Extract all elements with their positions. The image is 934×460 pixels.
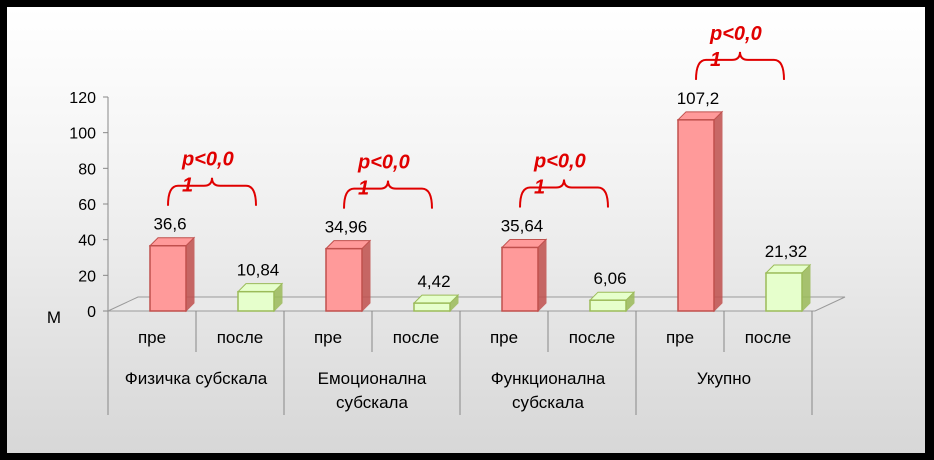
bar-front [501, 246, 539, 312]
bar-top [676, 111, 724, 121]
category-group-label: Функционална [491, 369, 606, 388]
bar-front [589, 299, 627, 312]
significance-label-continued: 1 [710, 49, 721, 71]
bar-top [236, 283, 284, 293]
significance-label: p<0,0 [533, 150, 586, 172]
category-sub-label: после [217, 328, 264, 347]
bar-top [588, 291, 636, 301]
y-tick-label: 0 [87, 304, 96, 321]
data-label: 10,84 [237, 261, 280, 280]
chart-frame: 0 20 40 60 80 100 120 M 36,6 пре 10,84 после Физичка… [7, 7, 925, 453]
bar-chart: 0 20 40 60 80 100 120 M 36,6 пре 10,84 после Физичка… [47, 23, 846, 415]
category-sub-label: пре [314, 328, 342, 347]
y-tick-label: 40 [78, 233, 96, 250]
data-label: 6,06 [593, 269, 626, 288]
chart-floor [107, 296, 846, 312]
significance-label: p<0,0 [181, 149, 234, 171]
bar-post [588, 290, 636, 313]
category-group-label: Укупно [697, 369, 751, 388]
bar-pre [500, 238, 548, 313]
bar-front [413, 302, 451, 312]
y-tick-label: 20 [78, 268, 96, 285]
bar-front [765, 272, 803, 312]
category-sub-label: после [393, 328, 440, 347]
category-group-label: субскала [336, 393, 408, 412]
category-sub-label: пре [138, 328, 166, 347]
y-tick-label: 80 [78, 161, 96, 178]
bar-top [764, 264, 812, 274]
significance-bracket [343, 180, 433, 209]
bar-top [500, 238, 548, 248]
significance-label: p<0,0 [357, 152, 410, 174]
y-axis-title: M [47, 308, 61, 327]
bar-front [677, 119, 715, 312]
data-label: 34,96 [325, 218, 368, 237]
category-sub-label: после [569, 328, 616, 347]
category-group-label: Физичка субскала [125, 369, 268, 388]
data-label: 21,32 [765, 242, 808, 261]
bar-pre [324, 239, 372, 313]
bar-post [236, 282, 284, 313]
bar-post [764, 263, 812, 313]
category-sub-label: пре [490, 328, 518, 347]
significance-label: p<0,0 [709, 23, 762, 45]
data-label: 107,2 [677, 89, 720, 108]
category-group-label: субскала [512, 393, 584, 412]
bar-front [149, 244, 187, 312]
bar-front [325, 247, 363, 312]
bar-side [713, 110, 723, 313]
bar-top [324, 240, 372, 250]
bar-pre [676, 110, 724, 313]
data-label: 4,42 [417, 272, 450, 291]
y-tick-label: 60 [78, 197, 96, 214]
bar-top [148, 237, 196, 247]
bar-side [537, 238, 547, 313]
y-tick-label: 120 [69, 90, 96, 107]
bar-front [237, 290, 275, 312]
category-sub-label: пре [666, 328, 694, 347]
significance-label-continued: 1 [534, 176, 545, 198]
bar-side [185, 236, 195, 313]
bar-pre [148, 236, 196, 313]
bar-side [361, 239, 371, 313]
data-label: 36,6 [153, 215, 186, 234]
data-label: 35,64 [501, 216, 544, 235]
significance-label-continued: 1 [358, 178, 369, 200]
significance-label-continued: 1 [182, 175, 193, 197]
bar-top [412, 294, 460, 304]
y-tick-label: 100 [69, 126, 96, 143]
bar-post [412, 293, 460, 313]
category-group-label: Емоционална [318, 369, 427, 388]
category-sub-label: после [745, 328, 792, 347]
